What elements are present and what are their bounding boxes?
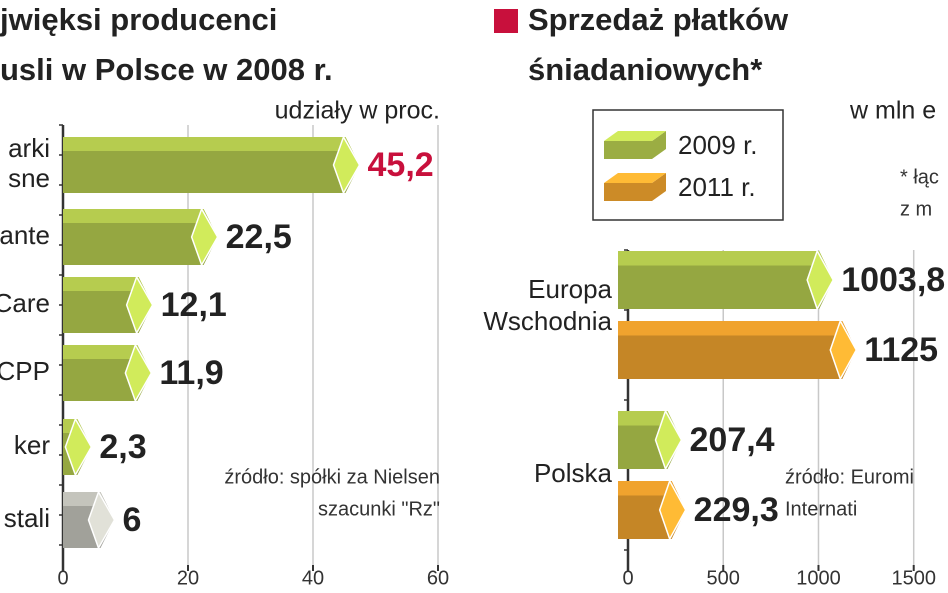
- legend-swatch-top: [604, 131, 666, 141]
- category-label: Polska: [534, 458, 613, 488]
- chart-title: usli w Polsce w 2008 r.: [0, 52, 333, 87]
- value-label: 229,3: [694, 491, 779, 529]
- category-label: Care: [0, 288, 50, 318]
- x-tick-label: 0: [57, 567, 68, 589]
- legend-box: [592, 109, 784, 221]
- x-tick-label: 20: [177, 567, 199, 589]
- subtitle: udziały w proc.: [275, 97, 440, 125]
- bar-highlight: [63, 209, 211, 223]
- x-tick-label: 60: [427, 567, 449, 589]
- note: * łąc: [900, 166, 939, 188]
- bar-cap: [654, 409, 683, 471]
- legend-swatch-top: [604, 173, 666, 183]
- bar-cap: [829, 319, 858, 381]
- legend-swatch: [604, 131, 666, 159]
- chart-title: jwięksi producenci: [0, 2, 277, 37]
- category-label: arki sne: [8, 133, 50, 193]
- legend-label: 2011 r.: [678, 172, 756, 202]
- value-label: 22,5: [226, 218, 292, 256]
- x-tick-label: 500: [707, 567, 740, 589]
- category-label: stali: [4, 503, 50, 533]
- subtitle: w mln e: [849, 97, 936, 125]
- title-marker: [494, 9, 518, 33]
- bar-cap: [658, 479, 687, 541]
- value-label: 1003,8: [841, 261, 945, 299]
- bar-highlight: [618, 411, 675, 426]
- legend-swatch: [604, 173, 666, 201]
- bar-highlight: [63, 345, 145, 359]
- source: Internati: [785, 498, 857, 520]
- bar-highlight: [618, 321, 850, 336]
- note: z m: [900, 198, 932, 220]
- value-label: 45,2: [368, 146, 434, 184]
- category-label: ante: [0, 220, 50, 250]
- source: źródło: Euromi: [785, 466, 914, 488]
- value-label: 2,3: [99, 428, 146, 466]
- bar-cap: [124, 343, 153, 403]
- value-label: 11,9: [159, 354, 223, 392]
- bar-cap: [332, 135, 361, 195]
- bar-cap: [806, 249, 835, 311]
- category-label: ker: [14, 430, 50, 460]
- bar-cap: [64, 417, 93, 477]
- category-label: Europa Wschodnia: [483, 274, 612, 336]
- bar-cap: [87, 490, 116, 550]
- x-tick-label: 40: [302, 567, 324, 589]
- bar-cap: [190, 207, 219, 267]
- bar-highlight: [63, 137, 353, 151]
- source: źródło: spółki za Nielsen: [224, 466, 440, 488]
- value-label: 12,1: [161, 286, 227, 324]
- x-tick-label: 0: [622, 567, 633, 589]
- bar-highlight: [618, 251, 827, 266]
- bar-highlight: [618, 481, 679, 496]
- x-tick-label: 1500: [891, 567, 936, 589]
- source: szacunki "Rz": [318, 498, 440, 520]
- category-label: CPP: [0, 356, 50, 386]
- chart-title: Sprzedaż płatków: [528, 2, 789, 37]
- legend-label: 2009 r.: [678, 130, 758, 160]
- chart-title: śniadaniowych*: [528, 52, 763, 87]
- value-label: 6: [123, 501, 142, 539]
- value-label: 1125: [864, 331, 938, 369]
- bar-highlight: [63, 277, 146, 291]
- value-label: 207,4: [690, 421, 775, 459]
- bar-cap: [125, 275, 154, 335]
- x-tick-label: 1000: [796, 567, 841, 589]
